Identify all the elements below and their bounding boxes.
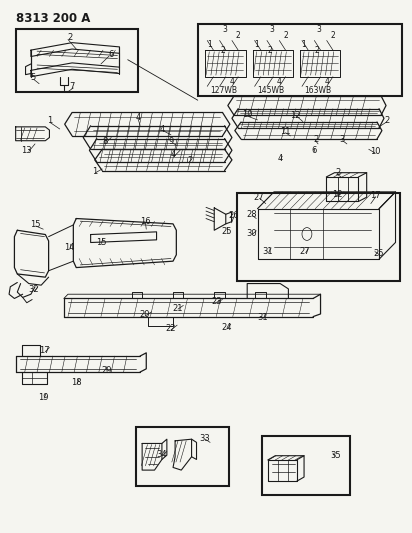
Text: 2: 2 [236, 31, 241, 39]
Text: 16: 16 [140, 217, 150, 226]
Text: 17: 17 [39, 346, 50, 355]
Text: 9: 9 [169, 137, 173, 146]
Text: 3: 3 [222, 26, 227, 34]
Text: 10: 10 [370, 148, 381, 156]
Text: 4: 4 [277, 77, 282, 85]
Text: 145WB: 145WB [257, 86, 284, 95]
Text: 25: 25 [374, 249, 384, 258]
Text: 7: 7 [69, 82, 75, 91]
Text: 4: 4 [278, 155, 283, 163]
Bar [136, 427, 229, 486]
Text: 2: 2 [267, 46, 272, 54]
Text: 32: 32 [28, 286, 39, 294]
Text: 13: 13 [21, 146, 32, 155]
Text: 4: 4 [160, 125, 165, 134]
Text: 31: 31 [262, 247, 273, 256]
Text: 1: 1 [207, 41, 212, 49]
Text: 31: 31 [258, 313, 268, 321]
Text: 2: 2 [68, 33, 73, 42]
Text: 17: 17 [370, 191, 380, 200]
Text: 8: 8 [102, 137, 108, 146]
Text: 27: 27 [300, 247, 310, 256]
Text: 11: 11 [280, 127, 290, 136]
Text: 3: 3 [339, 135, 345, 144]
Text: 29: 29 [101, 366, 112, 375]
Text: 12: 12 [290, 111, 301, 119]
Text: 1: 1 [254, 41, 259, 49]
Text: 2: 2 [315, 46, 320, 54]
Text: 8313 200 A: 8313 200 A [16, 12, 91, 25]
Text: 4: 4 [136, 113, 140, 122]
Text: 33: 33 [199, 434, 210, 442]
Text: 163WB: 163WB [304, 86, 332, 95]
Text: 2: 2 [220, 46, 225, 54]
Text: 34: 34 [157, 450, 167, 458]
Text: 2: 2 [385, 117, 390, 125]
Text: 2: 2 [330, 31, 335, 39]
Text: 15: 15 [96, 238, 106, 247]
Text: 14: 14 [64, 244, 75, 252]
Text: 4: 4 [324, 77, 329, 85]
Text: 4: 4 [171, 150, 176, 159]
Text: 2: 2 [335, 168, 340, 177]
Bar [198, 24, 402, 96]
Text: 127WB: 127WB [210, 86, 237, 95]
Text: 6: 6 [311, 146, 317, 155]
Text: 20: 20 [140, 310, 150, 319]
Text: 10: 10 [242, 110, 253, 118]
Bar [16, 29, 138, 92]
Text: 1: 1 [47, 117, 52, 125]
Text: 6: 6 [108, 50, 114, 59]
Text: 25: 25 [222, 228, 232, 236]
Text: 2: 2 [283, 31, 288, 39]
Text: 12: 12 [332, 190, 343, 199]
Text: 15: 15 [30, 221, 40, 229]
Text: 35: 35 [330, 451, 341, 460]
Text: 28: 28 [246, 210, 257, 219]
Text: 19: 19 [38, 393, 49, 401]
Text: 4: 4 [229, 77, 234, 85]
Text: 18: 18 [71, 378, 82, 387]
Bar [262, 436, 350, 495]
Text: 22: 22 [165, 325, 176, 333]
Text: 21: 21 [172, 304, 183, 312]
Text: 5: 5 [30, 73, 35, 82]
Text: 2: 2 [187, 157, 192, 165]
Text: 26: 26 [228, 211, 239, 220]
Text: 27: 27 [253, 193, 264, 201]
Bar [237, 193, 400, 281]
Text: 30: 30 [246, 229, 257, 238]
Text: 3: 3 [269, 26, 274, 34]
Text: 1: 1 [302, 41, 307, 49]
Text: 2: 2 [314, 135, 319, 144]
Text: 24: 24 [221, 324, 232, 332]
Text: 3: 3 [317, 26, 322, 34]
Text: 1: 1 [92, 167, 97, 176]
Text: 23: 23 [211, 297, 222, 305]
